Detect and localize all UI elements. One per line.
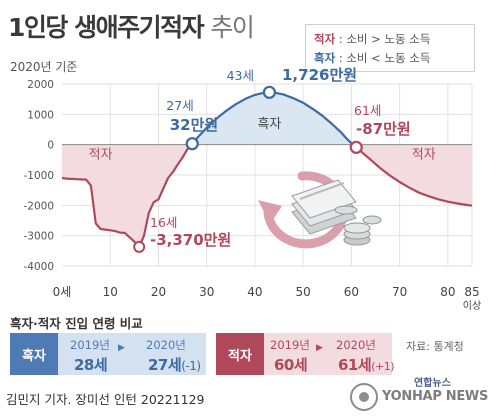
deficit-age2-value: 61세 [338,356,372,374]
annotation-age: 43세 [227,68,254,83]
x-tick-label: 80 [440,285,455,299]
chart-title: 1인당 생애주기적자 추이 [8,8,255,44]
yonhap-watermark: 연합뉴스 YONHAP NEWS [350,378,496,411]
surplus-year2: 2020년 [146,338,186,352]
region-label: 흑자 [257,117,281,132]
chart-annotations: 16세-3,370만원 27세 32만원 43세 1,726만원 61세 -87만원 [150,66,411,249]
watermark-small-text: 연합뉴스 [414,378,451,389]
x-tick-label: 20 [151,285,166,299]
title-main-text: 1인당 생애주기적자 [8,13,205,42]
comparison-deficit-body: 2019년 60세 ▶ 2020년 61세(+1) [264,333,394,375]
deficit-line [61,143,193,248]
surplus-age2-change: (-1) [181,359,201,373]
deficit-age2-change: (+1) [371,360,394,373]
deficit-year2: 2020년 [336,338,376,352]
legend-surplus: 흑자 : 소비 < 노동 소득 [314,50,430,66]
surplus-year1: 2019년 [70,338,110,352]
title-sub-text: 추이 [210,13,255,42]
annotation-value: 32만원 [170,116,218,134]
cycle-arrow-icon [263,171,349,249]
x-tick-suffix: 이상 [463,300,481,310]
annotation-age: 16세 [150,215,177,230]
annotation-value: 1,726만원 [282,66,357,84]
y-tick-label: -2000 [23,200,54,212]
annotation-age: 61세 [354,103,381,118]
surplus-age2: 27세(-1) [148,354,201,375]
deficit-area [353,144,472,206]
legend-deficit-key: 적자 [314,32,336,46]
x-tick-label: 40 [247,285,262,299]
region-label: 적자 [89,147,113,162]
deficit-age1: 60세 [274,356,308,374]
yonhap-logo-icon [350,383,378,411]
legend-box: 적자 : 소비 > 노동 소득 흑자 : 소비 < 노동 소득 [305,24,475,72]
region-label: 적자 [412,147,436,162]
comparison-surplus-body: 2019년 28세 ▶ 2020년 27세(-1) [58,333,206,375]
x-tick-label: 85 [464,285,479,299]
deficit-year1: 2019년 [270,338,310,352]
legend-deficit-def: : 소비 > 노동 소득 [335,32,431,46]
y-tick-label: 1000 [27,109,54,121]
legend-surplus-def: : 소비 < 노동 소득 [335,51,431,65]
annotation-value: -87만원 [356,120,411,138]
x-tick-label: 10 [103,285,118,299]
credit-line: 김민지 기자. 장미선 인턴 20221129 [6,392,205,407]
marker-16 [133,240,146,253]
cycle-arrow-head-icon [258,200,282,224]
comparison-deficit-box: 적자 2019년 60세 ▶ 2020년 61세(+1) [216,333,394,375]
cash-bundle-icon [291,179,357,235]
money-illustration [258,171,382,249]
x-tick-label: 70 [392,285,407,299]
comparison-surplus-box: 흑자 2019년 28세 ▶ 2020년 27세(-1) [10,333,206,375]
y-tick-label: -4000 [23,261,54,273]
y-tick-label: 0 [47,140,54,152]
surplus-age2-value: 27세 [148,356,182,374]
comparison-title: 흑자·적자 진입 연령 비교 [10,316,143,331]
legend-deficit: 적자 : 소비 > 노동 소득 [314,31,430,47]
y-tick-label: 2000 [27,79,54,91]
comparison-surplus-label: 흑자 [10,333,58,375]
chart-fills [62,92,472,247]
watermark-text: YONHAP NEWS [382,389,489,404]
surplus-area [191,92,354,145]
marker-27세 [185,137,199,151]
x-tick-label: 50 [296,285,311,299]
y-tick-label: -3000 [23,231,54,243]
chart-axes: 2000 1000 0 -1000 -2000 -3000 -4000 0세 10 20 30 40 5… [23,79,481,310]
coin-stack-icon [334,205,382,246]
deficit-age2: 61세(+1) [338,354,394,375]
x-tick-label: 60 [344,285,359,299]
deficit-line [352,143,473,207]
surplus-age1: 28세 [74,356,108,374]
legend-surplus-key: 흑자 [314,51,336,65]
annotation-age: 27세 [166,98,193,113]
annotation-value: -3,370만원 [150,231,231,249]
deficit-area [62,144,192,247]
x-tick-label: 30 [199,285,214,299]
marker-43세 [262,85,277,99]
comparison-deficit-label: 적자 [216,333,264,375]
deficit-arrow-icon: ▶ [316,343,323,353]
basis-year-label: 2020년 기준 [10,60,78,74]
source-label: 자료: 통계청 [406,340,464,353]
x-tick-label: 0세 [53,285,72,299]
y-tick-label: -1000 [23,170,54,182]
chart-markers [133,85,363,253]
marker-61세 [349,140,363,154]
surplus-arrow-icon: ▶ [118,343,125,353]
